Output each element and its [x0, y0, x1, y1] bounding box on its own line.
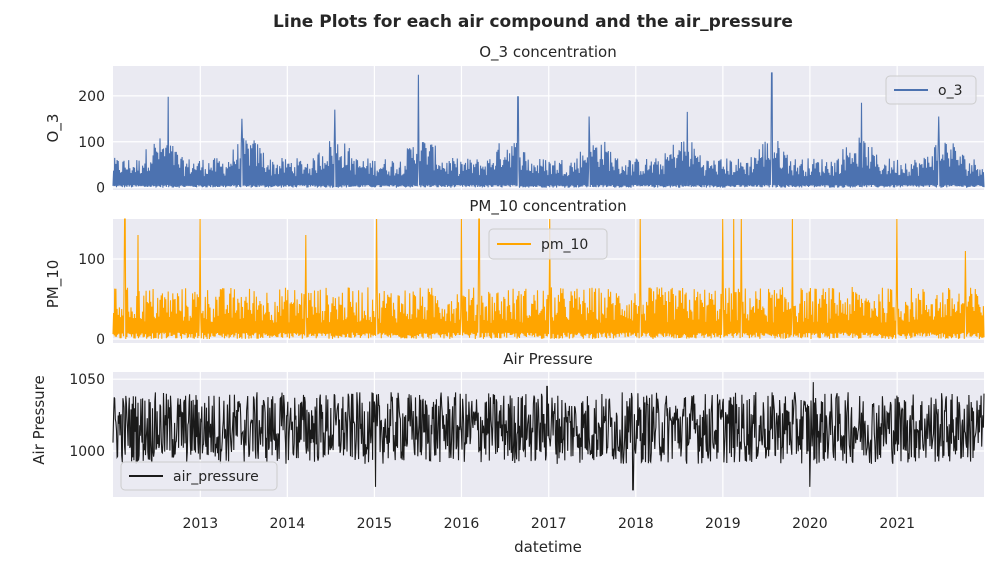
panel-pressure-title: Air Pressure — [503, 350, 592, 368]
x-axis-label: datetime — [514, 538, 582, 556]
panel-o3-yticks: 0 100 200 — [78, 89, 105, 197]
panel-o3-title: O_3 concentration — [479, 43, 617, 62]
legend-pm10: pm_10 — [488, 228, 608, 260]
x-tick-label: 2021 — [879, 516, 915, 532]
y-tick-label: 200 — [78, 89, 105, 105]
legend-pressure-box — [120, 461, 278, 491]
x-axis-ticks: 2013 2014 2015 2016 2017 2018 2019 2020 2021 — [182, 516, 915, 532]
y-tick-label: 100 — [78, 252, 105, 268]
legend-pressure: air_pressure — [120, 461, 278, 491]
x-tick-label: 2018 — [618, 516, 654, 532]
panel-pressure-ylabel: Air Pressure — [30, 375, 48, 464]
legend-o3-label: o_3 — [938, 83, 962, 99]
legend-o3-box — [885, 75, 977, 105]
panel-pressure-yticks: 1000 1050 — [69, 372, 105, 460]
legend-o3: o_3 — [885, 75, 977, 105]
panel-o3: O_3 concentration 0 100 200 O_3 o_3 — [44, 43, 985, 197]
panel-o3-ylabel: O_3 — [44, 114, 63, 143]
legend-pressure-label: air_pressure — [173, 469, 259, 485]
y-tick-label: 1050 — [69, 372, 105, 388]
panel-pm10-yticks: 0 100 — [78, 252, 105, 348]
series-line-air-pressure — [112, 382, 985, 491]
panel-pm10-ylabel: PM_10 — [44, 260, 63, 309]
x-tick-label: 2019 — [705, 516, 741, 532]
panel-pm10-title: PM_10 concentration — [469, 197, 626, 216]
figure-suptitle: Line Plots for each air compound and the… — [273, 12, 793, 32]
x-tick-label: 2016 — [444, 516, 480, 532]
x-tick-label: 2017 — [531, 516, 567, 532]
series-line-o3 — [112, 72, 985, 188]
panel-pressure: Air Pressure 1000 1050 Air Pressure air_p… — [30, 350, 985, 497]
legend-pm10-label: pm_10 — [541, 237, 588, 253]
legend-pm10-box — [488, 228, 608, 260]
x-tick-label: 2014 — [270, 516, 306, 532]
y-tick-label: 100 — [78, 135, 105, 151]
series-line-pm10 — [112, 218, 985, 340]
x-tick-label: 2015 — [357, 516, 393, 532]
x-tick-label: 2013 — [182, 516, 218, 532]
y-tick-label: 1000 — [69, 444, 105, 460]
y-tick-label: 0 — [96, 181, 105, 197]
x-tick-label: 2020 — [792, 516, 828, 532]
panel-pm10: PM_10 concentration 0 100 PM_10 pm_10 — [44, 197, 985, 348]
y-tick-label: 0 — [96, 332, 105, 348]
